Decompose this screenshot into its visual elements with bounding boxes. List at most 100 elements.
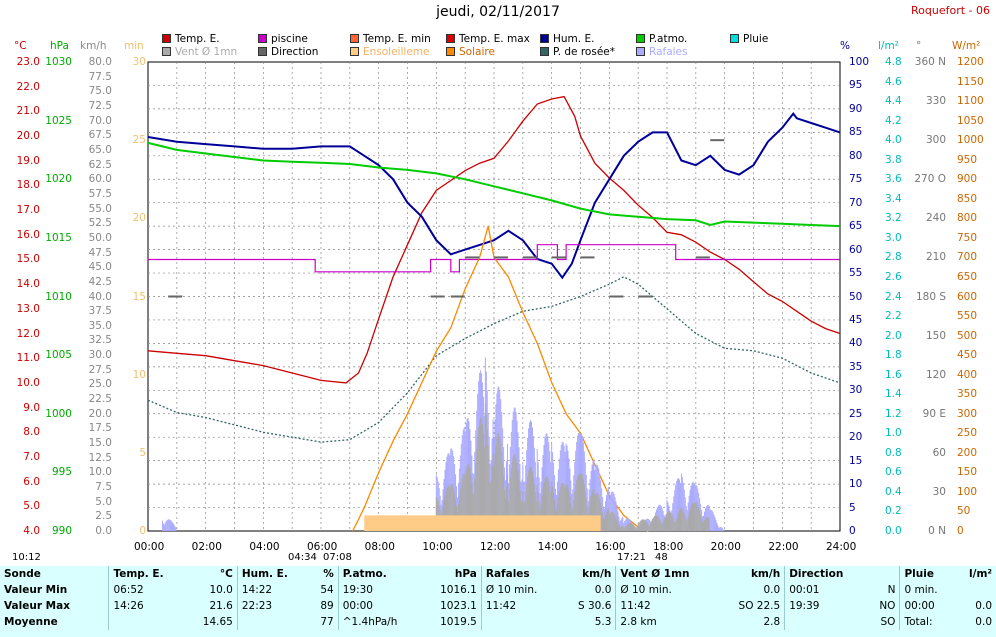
tick-temp: 18.0: [16, 179, 40, 192]
series-temp-e: [147, 95, 841, 384]
tick-solar: 0: [957, 525, 964, 537]
stats-cell: [480, 614, 561, 630]
tick-rain: 0.8: [885, 446, 902, 459]
legend-item-vent-1mn: Vent Ø 1mn: [162, 46, 237, 58]
tick-kmh: 25.0: [88, 378, 112, 391]
tick-solar: 250: [957, 427, 978, 440]
legend-swatch: [540, 34, 549, 43]
tick-dir: 0 N: [928, 525, 946, 537]
stats-cell: Ø 10 min.: [480, 582, 561, 598]
stats-unit-vent: km/h: [750, 568, 781, 580]
stats-cell: 06:52: [108, 582, 187, 598]
unit-dir: °: [916, 40, 922, 52]
stats-cell: 1016.1: [440, 584, 477, 596]
legend-label: Solaire: [459, 46, 495, 58]
stats-header-rafales: Rafales: [480, 566, 561, 582]
tick-temp: 4.0: [23, 525, 40, 537]
tick-kmh: 5.0: [95, 495, 112, 508]
tick-dir: 150: [925, 329, 946, 342]
legend-item-temp-e-max: Temp. E. max: [446, 33, 530, 45]
stats-cell: [236, 614, 310, 630]
tick-hum: 75: [849, 173, 863, 186]
legend-swatch: [446, 34, 455, 43]
series-hum-e: [147, 111, 841, 280]
legend-label: P. de rosée*: [553, 46, 615, 58]
tick-kmh: 60.0: [88, 173, 112, 186]
stats-header-vent: Vent Ø 1mn: [615, 566, 719, 582]
stats-unit-patmo: hPa: [454, 568, 477, 580]
tick-rain: 2.8: [885, 251, 902, 264]
sunset-time: 17:21: [617, 552, 646, 563]
tick-hum: 15: [849, 454, 863, 467]
tick-solar: 100: [957, 485, 978, 498]
tick-hpa: 1020: [45, 173, 72, 186]
series-piscine: [148, 244, 840, 273]
series-ensoleilleme: [364, 515, 601, 531]
chart-title: jeudi, 02/11/2017: [436, 4, 560, 20]
tick-dir: 180 S: [915, 290, 946, 303]
stats-cell: 1019.5: [440, 616, 477, 628]
x-tick: 14:00: [537, 541, 568, 553]
x-tick: 20:00: [710, 541, 741, 553]
tick-kmh: 15.0: [88, 437, 112, 450]
tick-rain: 0.0: [885, 525, 902, 537]
stats-header-sonde: Sonde: [4, 568, 41, 580]
tick-kmh: 55.0: [88, 202, 112, 215]
unit-solar: W/m²: [952, 40, 981, 52]
tick-min: 15: [132, 290, 146, 303]
stats-header-temp: Temp. E.: [108, 566, 187, 582]
legend-item-temp-e: Temp. E.: [162, 33, 220, 45]
stats-cell: 2.8 km: [615, 614, 719, 630]
left-time: 10:12: [12, 552, 41, 563]
tick-temp: 22.0: [16, 80, 40, 93]
tick-kmh: 72.5: [88, 99, 112, 112]
tick-hum: 55: [849, 267, 863, 280]
legend-item-pluie: Pluie: [730, 33, 768, 45]
series-direction: [168, 139, 725, 298]
tick-hum: 20: [849, 431, 863, 444]
stats-cell: 14:26: [108, 598, 187, 614]
legend-item-temp-e-min: Temp. E. min: [350, 33, 431, 45]
legend-swatch: [730, 34, 739, 43]
legend-label: Pluie: [743, 33, 769, 45]
stats-unit-pluie: l/m²: [969, 568, 992, 580]
tick-kmh: 57.5: [88, 187, 112, 200]
tick-hum: 85: [849, 126, 863, 139]
stats-cell: N: [887, 584, 896, 596]
stats-unit-rafales: km/h: [582, 568, 612, 580]
tick-kmh: 42.5: [88, 275, 112, 288]
tick-rain: 0.6: [885, 466, 902, 479]
tick-hum: 10: [849, 478, 863, 491]
legend-item-rafales: Rafales: [636, 46, 687, 58]
tick-kmh: 22.5: [88, 393, 112, 406]
tick-hpa: 1015: [45, 231, 72, 244]
x-tick: 06:00: [307, 541, 338, 553]
tick-temp: 8.0: [23, 426, 40, 439]
tick-kmh: 27.5: [88, 363, 112, 376]
stats-panel: Sonde Temp. E. °C Hum. E.% P.atmo. hPa Raf…: [0, 566, 996, 637]
tick-min: 20: [132, 212, 146, 225]
tick-kmh: 62.5: [88, 158, 112, 171]
tick-kmh: 50.0: [88, 231, 112, 244]
weather-chart: [147, 61, 841, 532]
tick-solar: 350: [957, 388, 978, 401]
x-tick: 02:00: [191, 541, 222, 553]
tick-kmh: 12.5: [88, 451, 112, 464]
tick-solar: 1050: [957, 114, 984, 127]
chart-marks: [147, 95, 841, 532]
tick-kmh: 52.5: [88, 217, 112, 230]
tick-kmh: 0.0: [95, 525, 112, 537]
tick-temp: 6.0: [23, 475, 40, 488]
tick-hpa: 1010: [45, 290, 72, 303]
x-tick: 04:00: [249, 541, 280, 553]
tick-dir: 360 N: [914, 56, 946, 68]
stats-cell: S 30.6: [578, 600, 612, 612]
stats-cell: 11:42: [480, 598, 561, 614]
tick-temp: 21.0: [16, 105, 40, 118]
tick-kmh: 20.0: [88, 407, 112, 420]
tick-solar: 800: [957, 212, 978, 225]
tick-hum: 60: [849, 243, 863, 256]
tick-solar: 650: [957, 270, 978, 283]
stats-cell: 22:23: [236, 598, 310, 614]
stats-cell: 5.3: [594, 616, 612, 628]
